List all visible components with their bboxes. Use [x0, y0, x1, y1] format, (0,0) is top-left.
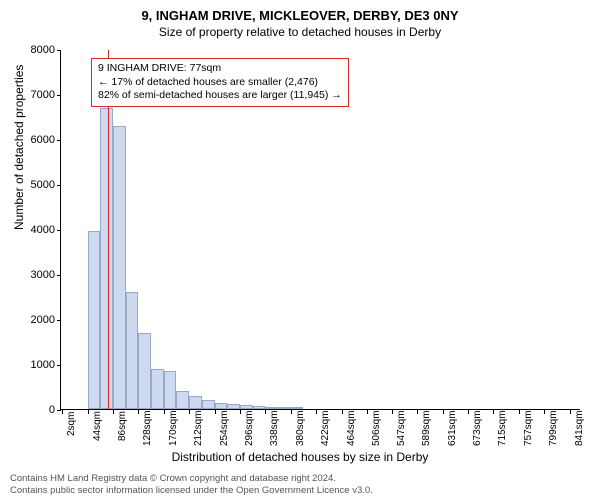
x-tick-label: 589sqm — [421, 411, 432, 447]
x-tick-mark — [113, 410, 114, 414]
x-tick-mark — [443, 410, 444, 414]
x-tick-mark — [367, 410, 368, 414]
footer-attribution: Contains HM Land Registry data © Crown c… — [10, 473, 373, 496]
x-tick-label: 715sqm — [497, 411, 508, 447]
y-tick-mark — [57, 185, 61, 186]
plot-area: 0100020003000400050006000700080002sqm44s… — [60, 50, 580, 410]
y-tick-label: 5000 — [31, 179, 55, 191]
x-tick-mark — [265, 410, 266, 414]
y-tick-label: 3000 — [31, 269, 55, 281]
histogram-bar — [189, 396, 202, 410]
x-tick-mark — [417, 410, 418, 414]
page-title: 9, INGHAM DRIVE, MICKLEOVER, DERBY, DE3 … — [0, 0, 600, 23]
y-tick-label: 1000 — [31, 359, 55, 371]
histogram-bar — [126, 292, 139, 409]
chart-area: 0100020003000400050006000700080002sqm44s… — [60, 50, 580, 410]
histogram-bar — [88, 231, 101, 409]
footer-line-1: Contains HM Land Registry data © Crown c… — [10, 473, 373, 484]
x-tick-mark — [342, 410, 343, 414]
histogram-bar — [253, 406, 266, 409]
histogram-bar — [176, 391, 189, 409]
y-tick-mark — [57, 230, 61, 231]
x-tick-mark — [164, 410, 165, 414]
y-tick-label: 8000 — [31, 44, 55, 56]
histogram-bar — [202, 400, 215, 409]
x-tick-label: 128sqm — [142, 411, 153, 447]
x-tick-label: 506sqm — [371, 411, 382, 447]
histogram-bar — [215, 403, 228, 409]
x-tick-label: 631sqm — [447, 411, 458, 447]
x-tick-label: 380sqm — [295, 411, 306, 447]
y-tick-mark — [57, 50, 61, 51]
x-tick-mark — [189, 410, 190, 414]
annotation-line: 82% of semi-detached houses are larger (… — [98, 89, 342, 103]
y-tick-mark — [57, 320, 61, 321]
y-tick-mark — [57, 275, 61, 276]
x-tick-label: 464sqm — [346, 411, 357, 447]
x-tick-mark — [468, 410, 469, 414]
y-tick-mark — [57, 95, 61, 96]
x-tick-label: 547sqm — [396, 411, 407, 447]
x-tick-label: 841sqm — [574, 411, 585, 447]
x-tick-label: 422sqm — [320, 411, 331, 447]
x-tick-label: 673sqm — [472, 411, 483, 447]
annotation-box: 9 INGHAM DRIVE: 77sqm← 17% of detached h… — [91, 58, 349, 107]
y-tick-label: 7000 — [31, 89, 55, 101]
annotation-line: ← 17% of detached houses are smaller (2,… — [98, 76, 342, 90]
y-tick-mark — [57, 410, 61, 411]
y-tick-label: 4000 — [31, 224, 55, 236]
y-tick-mark — [57, 140, 61, 141]
x-tick-mark — [570, 410, 571, 414]
annotation-line: 9 INGHAM DRIVE: 77sqm — [98, 62, 342, 76]
x-tick-mark — [88, 410, 89, 414]
histogram-bar — [240, 405, 253, 409]
x-tick-label: 212sqm — [193, 411, 204, 447]
x-tick-mark — [215, 410, 216, 414]
histogram-bar — [291, 407, 304, 409]
histogram-bar — [265, 407, 278, 409]
histogram-bar — [151, 369, 164, 410]
x-tick-mark — [240, 410, 241, 414]
x-tick-label: 44sqm — [92, 411, 103, 441]
y-tick-mark — [57, 365, 61, 366]
x-tick-mark — [291, 410, 292, 414]
footer-line-2: Contains public sector information licen… — [10, 485, 373, 496]
x-tick-mark — [392, 410, 393, 414]
y-tick-label: 0 — [49, 404, 55, 416]
y-axis-label: Number of detached properties — [12, 65, 26, 230]
histogram-bar — [138, 333, 151, 410]
x-tick-mark — [544, 410, 545, 414]
x-tick-mark — [62, 410, 63, 414]
y-tick-label: 2000 — [31, 314, 55, 326]
histogram-bar — [113, 126, 126, 410]
x-tick-label: 296sqm — [244, 411, 255, 447]
x-tick-label: 170sqm — [168, 411, 179, 447]
x-tick-label: 338sqm — [269, 411, 280, 447]
x-tick-label: 86sqm — [117, 411, 128, 441]
histogram-bar — [164, 371, 177, 409]
x-tick-label: 799sqm — [548, 411, 559, 447]
x-tick-label: 254sqm — [219, 411, 230, 447]
x-tick-mark — [316, 410, 317, 414]
x-axis-label: Distribution of detached houses by size … — [0, 450, 600, 464]
y-tick-label: 6000 — [31, 134, 55, 146]
x-tick-mark — [138, 410, 139, 414]
x-tick-label: 2sqm — [66, 411, 77, 435]
x-tick-label: 757sqm — [523, 411, 534, 447]
page-subtitle: Size of property relative to detached ho… — [0, 23, 600, 43]
x-tick-mark — [519, 410, 520, 414]
histogram-bar — [278, 407, 291, 409]
histogram-bar — [227, 404, 240, 409]
x-tick-mark — [493, 410, 494, 414]
